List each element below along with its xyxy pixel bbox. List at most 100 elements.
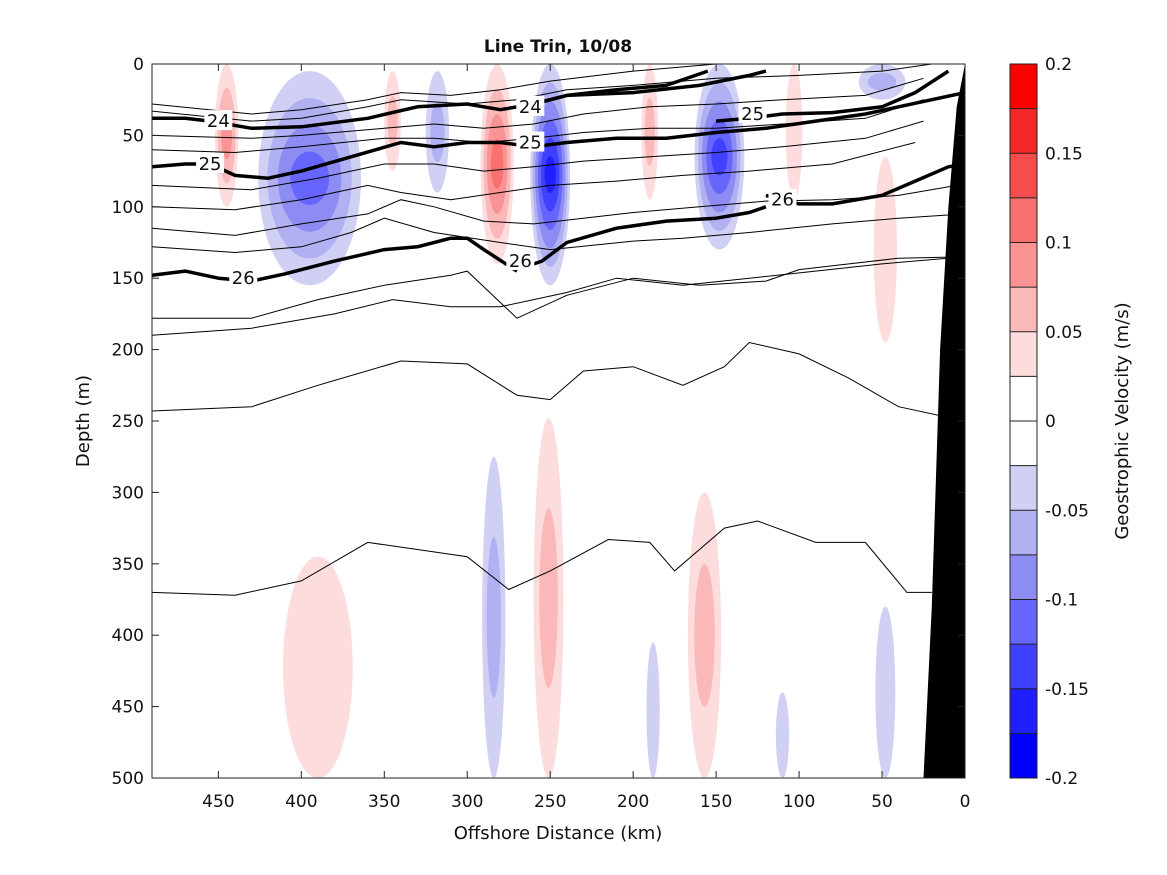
velocity-core (480, 64, 514, 264)
x-axis: 450 400 350 300 250 200 150 100 50 0 (202, 64, 970, 812)
velocity-core (482, 456, 506, 778)
contour-label-bg (229, 267, 258, 288)
y-tick-label: 400 (112, 626, 144, 646)
contour-label: 25 (741, 104, 764, 125)
velocity-band (785, 64, 803, 200)
colorbar-swatch (1010, 242, 1037, 288)
bathymetry (923, 64, 965, 778)
y-tick-label: 250 (112, 412, 144, 432)
contour-label-bg (204, 110, 233, 131)
colorbar-tick-label: -0.15 (1045, 680, 1089, 700)
x-tick-label: 50 (871, 792, 893, 812)
y-tick-label: 0 (133, 55, 144, 75)
y-tick-label: 200 (112, 341, 144, 361)
isopycnal-thin (152, 256, 965, 336)
isopycnal-labels: 24 24 25 25 25 26 26 26 (196, 95, 797, 289)
colorbar-tick-label: 0.2 (1045, 55, 1072, 75)
colorbar: 0.2 0.15 0.1 0.05 0 -0.05 -0.1 -0.15 -0.2 (1009, 55, 1089, 789)
contour-label-bg (738, 102, 767, 123)
y-axis-label: Depth (m) (73, 375, 94, 467)
y-tick-label: 150 (112, 269, 144, 289)
isopycnal-bold (524, 205, 767, 269)
velocity-core (283, 556, 353, 778)
velocity-core (775, 692, 790, 778)
velocity-band (873, 156, 897, 343)
velocity-core (425, 71, 449, 193)
velocity-core (641, 64, 659, 200)
colorbar-swatch (1010, 465, 1037, 511)
colorbar-tick-label: 0 (1045, 412, 1056, 432)
isopycnal-thin (152, 256, 965, 319)
y-tick-label: 100 (112, 198, 144, 218)
velocity-band (490, 138, 504, 189)
contour-label: 25 (199, 154, 222, 175)
y-tick-label: 500 (112, 769, 144, 789)
y-tick-label: 350 (112, 555, 144, 575)
isopycnal-thin (152, 520, 932, 596)
velocity-band (387, 96, 398, 147)
colorbar-tick-label: -0.2 (1045, 769, 1078, 789)
isopycnal-bold (152, 236, 518, 283)
isopycnal-bold (765, 162, 965, 206)
velocity-band (711, 138, 728, 176)
colorbar-swatch (1010, 287, 1037, 332)
x-tick-label: 150 (700, 792, 732, 812)
velocity-core (258, 71, 362, 286)
contour-label-bg (516, 95, 545, 116)
contour-label: 25 (519, 133, 542, 154)
contour-label-bg (196, 152, 225, 173)
colorbar-tick-label: 0.05 (1045, 323, 1083, 343)
isopycnal-thin (152, 341, 965, 422)
velocity-band (544, 156, 556, 194)
colorbar-frame (1009, 63, 1038, 779)
plot-area: 24 24 25 25 25 26 26 26 (151, 63, 966, 779)
velocity-core (873, 156, 897, 343)
contour-label: 24 (207, 111, 230, 132)
contour-label-bg (506, 250, 535, 271)
colorbar-swatch (1010, 688, 1037, 734)
colorbar-swatch (1010, 599, 1037, 645)
colorbar-label: Geostrophic Velocity (m/s) (1112, 302, 1133, 539)
colorbar-swatch (1010, 733, 1037, 778)
colorbar-swatch (1010, 153, 1037, 198)
isopycnal-thin (152, 213, 965, 254)
colorbar-tick-label: -0.05 (1045, 501, 1089, 521)
y-axis: 0 50 100 150 200 250 300 350 400 450 500 (112, 55, 965, 789)
isopycnal-thin (152, 184, 957, 236)
velocity-band (867, 72, 897, 91)
x-tick-label: 400 (285, 792, 317, 812)
colorbar-swatch (1010, 64, 1037, 109)
velocity-core (687, 492, 722, 778)
colorbar-swatch (1010, 510, 1037, 555)
velocity-core (384, 71, 401, 172)
x-tick-label: 450 (202, 792, 234, 812)
isopycnal-thin (152, 77, 924, 139)
velocity-band (539, 508, 558, 689)
isopycnal-thin (152, 64, 949, 115)
colorbar-swatch (1010, 376, 1037, 421)
x-tick-label: 250 (534, 792, 566, 812)
colorbar-swatch (1010, 554, 1037, 600)
y-tick-label: 450 (112, 698, 144, 718)
y-tick-label: 300 (112, 483, 144, 503)
colorbar-tick-label: -0.1 (1045, 591, 1078, 611)
isopycnal-thin (152, 142, 916, 211)
x-tick-label: 300 (451, 792, 483, 812)
isopycnal-bold (533, 69, 767, 106)
x-axis-label: Offshore Distance (km) (454, 823, 663, 844)
velocity-band (875, 606, 896, 778)
velocity-band (775, 692, 790, 778)
x-tick-label: 100 (783, 792, 815, 812)
y-tick-label: 50 (122, 126, 144, 146)
colorbar-swatch (1010, 331, 1037, 377)
x-tick-label: 200 (617, 792, 649, 812)
velocity-core (858, 64, 906, 100)
contour-label-bg (768, 188, 797, 209)
velocity-band (430, 101, 445, 163)
velocity-band (644, 97, 655, 166)
velocity-core (694, 64, 745, 250)
x-tick-label: 350 (368, 792, 400, 812)
isopycnal-thin (152, 120, 924, 191)
velocity-core (875, 606, 896, 778)
